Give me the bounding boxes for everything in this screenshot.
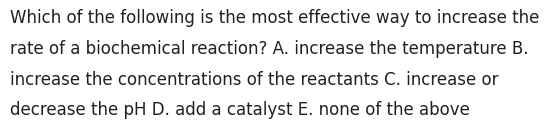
Text: increase the concentrations of the reactants C. increase or: increase the concentrations of the react… xyxy=(10,71,498,89)
Text: rate of a biochemical reaction? A. increase the temperature B.: rate of a biochemical reaction? A. incre… xyxy=(10,40,528,58)
Text: Which of the following is the most effective way to increase the: Which of the following is the most effec… xyxy=(10,9,540,27)
Text: decrease the pH D. add a catalyst E. none of the above: decrease the pH D. add a catalyst E. non… xyxy=(10,101,470,119)
